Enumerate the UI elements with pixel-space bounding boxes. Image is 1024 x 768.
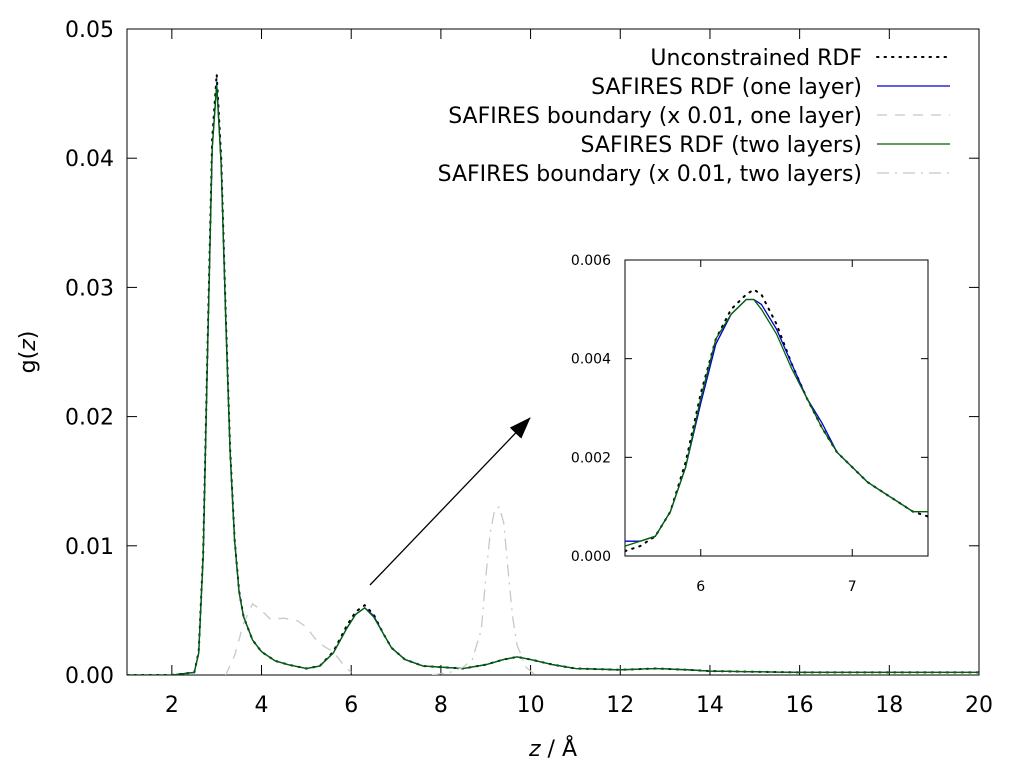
main-x-tick-label: 6: [344, 693, 358, 718]
legend-label: Unconstrained RDF: [650, 46, 862, 71]
main-x-tick-label: 14: [696, 693, 724, 718]
legend-label: SAFIRES RDF (one layer): [591, 75, 862, 100]
main-x-tick-label: 2: [165, 693, 179, 718]
main-x-tick-label: 18: [875, 693, 903, 718]
inset-x-tick-label: 6: [696, 579, 705, 595]
main-y-tick-label: 0.05: [65, 18, 114, 43]
zoom-callout-arrow: [369, 417, 531, 586]
main-x-tick-label: 16: [786, 693, 814, 718]
x-axis-label: z / Å: [528, 735, 577, 762]
main-y-tick-label: 0.04: [65, 147, 114, 172]
main-plot-frame: [126, 28, 980, 676]
x-axis-label-variable: z: [528, 737, 541, 762]
main-y-tick-label: 0.03: [65, 276, 114, 301]
inset-y-tick-label: 0.006: [571, 253, 611, 269]
main-x-tick-label: 8: [434, 693, 448, 718]
inset-y-tick-label: 0.000: [571, 549, 611, 565]
main-x-tick-label: 20: [965, 693, 993, 718]
inset-series-safires-rdf-two-layers: [625, 298, 928, 547]
legend-label: SAFIRES RDF (two layers): [581, 133, 862, 158]
inset-y-tick-label: 0.002: [571, 450, 611, 466]
main-y-tick-label: 0.01: [65, 535, 114, 560]
x-axis-label-unit: / Å: [541, 735, 577, 762]
inset-x-tick-label: 7: [848, 579, 857, 595]
main-series-safires-boundary-x-0-01-two-layers: [431, 506, 536, 675]
y-axis-label-variable: z: [16, 339, 41, 352]
main-x-tick-label: 4: [255, 693, 269, 718]
y-axis-label-suffix: ): [16, 331, 41, 340]
main-y-tick-label: 0.02: [65, 406, 114, 431]
inset-y-tick-label: 0.004: [571, 352, 611, 368]
inset-series-layer: [625, 288, 928, 553]
main-axis-ticks: 2 4 6 8 10 12 14 16 18 20 0.00 0.01 0.02 0.03 0.04 0.05: [65, 18, 993, 718]
inset-plot-frame: [624, 259, 929, 557]
main-series-layer: [127, 74, 979, 675]
main-x-tick-label: 12: [606, 693, 634, 718]
main-x-tick-label: 10: [517, 693, 545, 718]
y-axis-label-prefix: g(: [16, 351, 41, 374]
legend: Unconstrained RDF SAFIRES RDF (one layer)…: [438, 46, 951, 187]
main-y-tick-label: 0.00: [65, 664, 114, 689]
main-series-safires-rdf-two-layers: [127, 84, 979, 675]
inset-axis-ticks: 6 7 0.000 0.002 0.004 0.006: [571, 253, 928, 595]
legend-label: SAFIRES boundary (x 0.01, two layers): [438, 162, 862, 187]
legend-label: SAFIRES boundary (x 0.01, one layer): [448, 104, 862, 129]
y-axis-label: g(z): [16, 331, 41, 374]
